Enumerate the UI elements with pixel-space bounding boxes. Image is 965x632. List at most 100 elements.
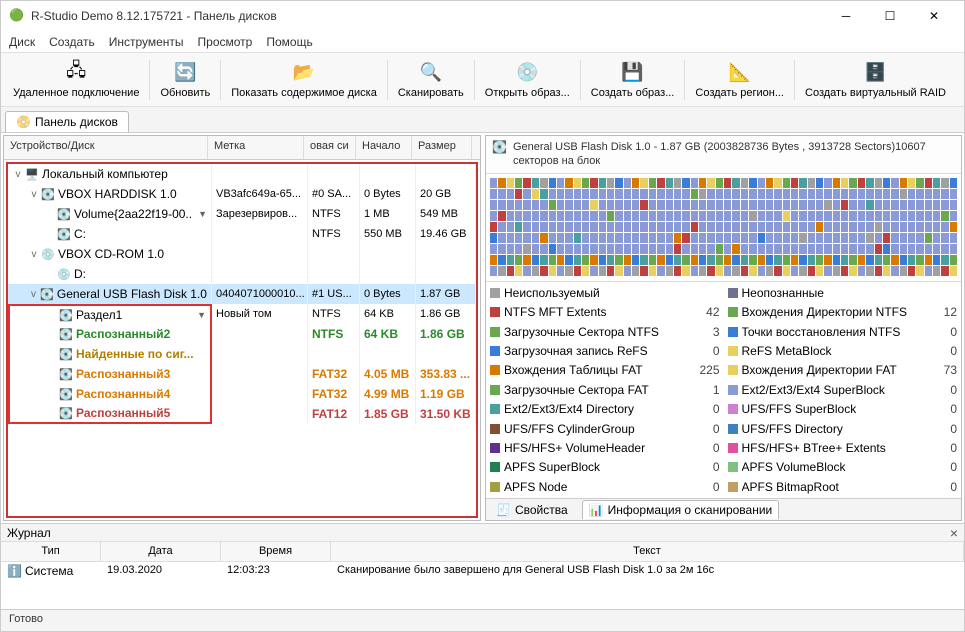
- block[interactable]: [699, 244, 706, 254]
- block[interactable]: [950, 189, 957, 199]
- block[interactable]: [833, 266, 840, 276]
- block[interactable]: [666, 233, 673, 243]
- block[interactable]: [900, 189, 907, 199]
- block[interactable]: [933, 255, 940, 265]
- block[interactable]: [523, 233, 530, 243]
- block[interactable]: [824, 178, 831, 188]
- block[interactable]: [824, 233, 831, 243]
- block[interactable]: [933, 266, 940, 276]
- block[interactable]: [498, 178, 505, 188]
- block[interactable]: [816, 233, 823, 243]
- legend-item[interactable]: HFS/HFS+ BTree+ Extents0: [728, 439, 958, 457]
- block[interactable]: [941, 266, 948, 276]
- block[interactable]: [640, 255, 647, 265]
- block[interactable]: [565, 255, 572, 265]
- block[interactable]: [866, 244, 873, 254]
- block[interactable]: [632, 244, 639, 254]
- legend-item[interactable]: APFS Node0: [490, 478, 720, 496]
- block[interactable]: [766, 233, 773, 243]
- block[interactable]: [615, 233, 622, 243]
- block[interactable]: [741, 189, 748, 199]
- block[interactable]: [699, 266, 706, 276]
- block[interactable]: [666, 200, 673, 210]
- block[interactable]: [557, 266, 564, 276]
- block[interactable]: [849, 200, 856, 210]
- tree-row[interactable]: 💽Распознанный3FAT324.05 MB353.83 ...: [8, 364, 476, 384]
- block[interactable]: [540, 189, 547, 199]
- block[interactable]: [523, 211, 530, 221]
- block[interactable]: [808, 244, 815, 254]
- block-map[interactable]: [486, 174, 961, 282]
- block[interactable]: [758, 222, 765, 232]
- block[interactable]: [624, 211, 631, 221]
- block[interactable]: [565, 244, 572, 254]
- block[interactable]: [557, 222, 564, 232]
- block[interactable]: [900, 244, 907, 254]
- block[interactable]: [565, 211, 572, 221]
- block[interactable]: [523, 266, 530, 276]
- block[interactable]: [875, 178, 882, 188]
- block[interactable]: [532, 222, 539, 232]
- block[interactable]: [515, 266, 522, 276]
- block[interactable]: [657, 244, 664, 254]
- jcol-time[interactable]: Время: [221, 542, 331, 561]
- block[interactable]: [674, 178, 681, 188]
- block[interactable]: [950, 255, 957, 265]
- block[interactable]: [490, 255, 497, 265]
- block[interactable]: [691, 244, 698, 254]
- block[interactable]: [707, 244, 714, 254]
- block[interactable]: [783, 233, 790, 243]
- block[interactable]: [615, 211, 622, 221]
- col-label[interactable]: Метка: [208, 136, 304, 159]
- block[interactable]: [515, 255, 522, 265]
- block[interactable]: [507, 211, 514, 221]
- block[interactable]: [490, 189, 497, 199]
- block[interactable]: [599, 222, 606, 232]
- block[interactable]: [632, 233, 639, 243]
- block[interactable]: [766, 211, 773, 221]
- block[interactable]: [549, 178, 556, 188]
- block[interactable]: [774, 244, 781, 254]
- block[interactable]: [624, 255, 631, 265]
- block[interactable]: [540, 266, 547, 276]
- block[interactable]: [682, 255, 689, 265]
- block[interactable]: [900, 178, 907, 188]
- block[interactable]: [666, 211, 673, 221]
- block[interactable]: [674, 222, 681, 232]
- block[interactable]: [732, 255, 739, 265]
- col-fs[interactable]: овая си: [304, 136, 356, 159]
- block[interactable]: [925, 244, 932, 254]
- block[interactable]: [532, 178, 539, 188]
- block[interactable]: [875, 266, 882, 276]
- block[interactable]: [774, 222, 781, 232]
- block[interactable]: [691, 211, 698, 221]
- block[interactable]: [599, 189, 606, 199]
- block[interactable]: [590, 211, 597, 221]
- block[interactable]: [941, 244, 948, 254]
- block[interactable]: [565, 189, 572, 199]
- block[interactable]: [933, 233, 940, 243]
- block[interactable]: [640, 200, 647, 210]
- jcol-text[interactable]: Текст: [331, 542, 964, 561]
- block[interactable]: [841, 255, 848, 265]
- menu-disk[interactable]: Диск: [9, 35, 35, 49]
- block[interactable]: [599, 211, 606, 221]
- block[interactable]: [640, 189, 647, 199]
- block[interactable]: [490, 211, 497, 221]
- block[interactable]: [657, 255, 664, 265]
- block[interactable]: [758, 266, 765, 276]
- block[interactable]: [824, 244, 831, 254]
- tree-row[interactable]: 💽Распознанный2NTFS64 KB1.86 GB: [8, 324, 476, 344]
- block[interactable]: [724, 255, 731, 265]
- block[interactable]: [841, 266, 848, 276]
- block[interactable]: [523, 244, 530, 254]
- block[interactable]: [866, 189, 873, 199]
- block[interactable]: [523, 200, 530, 210]
- block[interactable]: [682, 178, 689, 188]
- toolbar-btn-0[interactable]: 🖧Удаленное подключение: [5, 59, 147, 101]
- block[interactable]: [891, 189, 898, 199]
- block[interactable]: [925, 266, 932, 276]
- toolbar-btn-5[interactable]: 💾Создать образ...: [583, 59, 683, 101]
- block[interactable]: [799, 266, 806, 276]
- block[interactable]: [498, 266, 505, 276]
